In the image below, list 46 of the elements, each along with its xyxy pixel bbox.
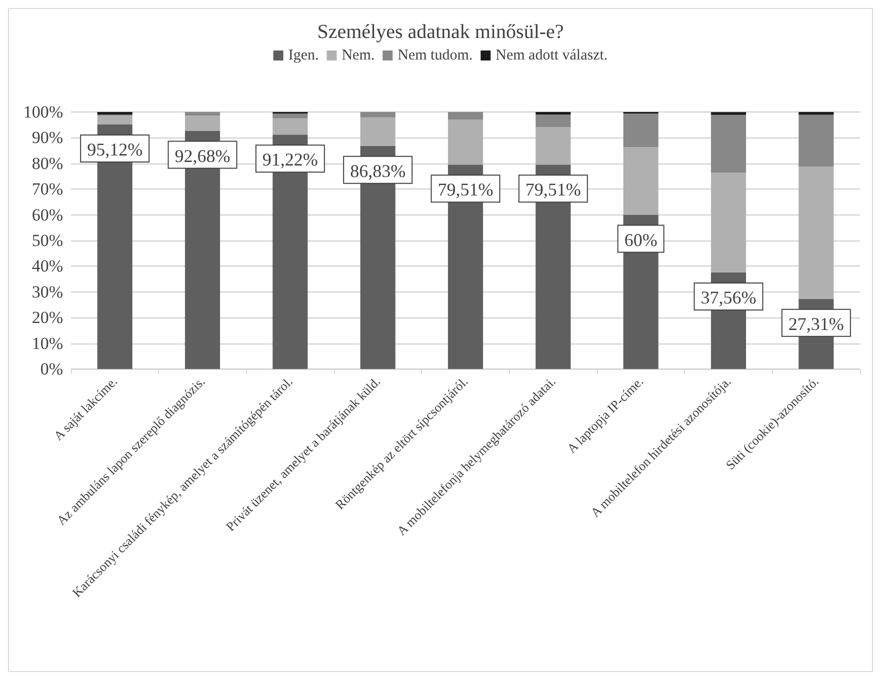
y-tick-label: 100% <box>23 102 63 122</box>
legend-label: Igen. <box>288 48 319 64</box>
bar <box>272 118 308 135</box>
y-tick-label: 0% <box>40 360 63 378</box>
legend-label: Nem tudom. <box>398 48 473 64</box>
bar <box>360 117 396 146</box>
bar <box>97 116 132 125</box>
data-label: 79,51% <box>438 180 494 200</box>
legend-label: Nem adott választ. <box>496 48 608 64</box>
bar <box>360 112 396 118</box>
bar <box>97 112 132 115</box>
bar <box>798 112 834 115</box>
y-tick-label: 50% <box>32 231 63 250</box>
bar <box>623 147 658 215</box>
y-tick-label: 30% <box>32 282 63 302</box>
bar <box>798 114 834 166</box>
bar <box>623 114 658 148</box>
chart-title: Személyes adatnak minősül-e? <box>317 21 564 43</box>
data-label: 91,22% <box>262 150 318 170</box>
legend-label: Nem. <box>342 48 375 64</box>
y-tick-label: 70% <box>32 180 63 199</box>
data-label: 37,56% <box>700 287 756 308</box>
data-label: 86,83% <box>350 160 406 181</box>
y-tick-label: 10% <box>32 334 63 353</box>
bar <box>272 113 308 118</box>
data-label: 27,31% <box>788 314 844 334</box>
y-tick-label: 60% <box>32 205 63 224</box>
bar <box>710 112 746 115</box>
bar <box>798 166 834 299</box>
bar <box>184 116 220 131</box>
bar <box>536 114 571 128</box>
bar <box>184 112 220 116</box>
bar <box>710 172 746 272</box>
y-tick-label: 20% <box>32 308 63 328</box>
y-tick-label: 80% <box>32 154 63 173</box>
y-tick-label: 90% <box>32 128 63 148</box>
data-label: 92,68% <box>174 146 230 166</box>
bar <box>448 112 484 120</box>
data-label: 60% <box>624 230 658 250</box>
bar <box>448 120 484 165</box>
bar <box>536 127 571 165</box>
data-label: 95,12% <box>87 140 143 160</box>
y-tick-label: 40% <box>32 256 63 276</box>
bar <box>710 114 746 172</box>
bar <box>536 112 571 115</box>
data-label: 79,51% <box>525 180 581 200</box>
